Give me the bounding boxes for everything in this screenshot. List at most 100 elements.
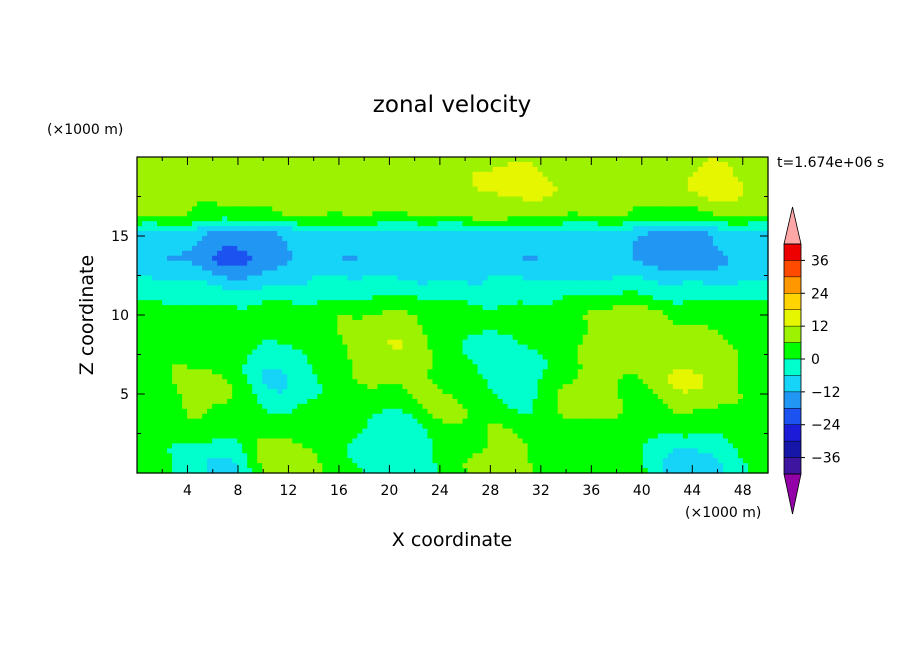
- heatmap-cell: [472, 221, 479, 227]
- heatmap-cell: [292, 236, 298, 242]
- heatmap-cell: [552, 250, 559, 257]
- heatmap-cell: [577, 339, 584, 346]
- heatmap-cell: [632, 270, 639, 277]
- heatmap-cell: [532, 236, 539, 242]
- heatmap-cell: [402, 315, 409, 321]
- heatmap-cell: [432, 245, 439, 252]
- heatmap-cell: [182, 161, 188, 168]
- heatmap-cell: [667, 295, 674, 301]
- heatmap-cell: [482, 300, 489, 306]
- heatmap-cell: [612, 280, 619, 286]
- heatmap-cell: [332, 275, 338, 282]
- heatmap-cell: [257, 221, 263, 227]
- heatmap-cell: [197, 191, 203, 198]
- heatmap-cell: [702, 260, 709, 267]
- heatmap-cell: [672, 166, 679, 173]
- heatmap-cell: [677, 171, 684, 178]
- heatmap-cell: [527, 344, 534, 351]
- heatmap-cell: [152, 324, 158, 331]
- heatmap-cell: [657, 315, 664, 321]
- heatmap-cell: [267, 161, 273, 168]
- heatmap-cell: [282, 186, 288, 193]
- heatmap-cell: [657, 265, 664, 272]
- heatmap-cell: [247, 300, 253, 306]
- heatmap-cell: [407, 191, 414, 198]
- heatmap-cell: [342, 290, 348, 296]
- heatmap-cell: [542, 334, 549, 341]
- heatmap-cell: [202, 329, 208, 336]
- heatmap-cell: [167, 231, 173, 237]
- heatmap-cell: [457, 275, 464, 282]
- heatmap-cell: [452, 236, 459, 242]
- heatmap-cell: [277, 280, 283, 286]
- heatmap-cell: [152, 166, 158, 173]
- heatmap-cell: [422, 319, 429, 326]
- heatmap-cell: [597, 324, 604, 331]
- heatmap-cell: [372, 305, 378, 311]
- heatmap-cell: [347, 275, 353, 282]
- heatmap-cell: [362, 181, 368, 188]
- heatmap-cell: [562, 344, 569, 351]
- heatmap-cell: [317, 236, 323, 242]
- heatmap-cell: [582, 334, 589, 341]
- heatmap-cell: [717, 260, 724, 267]
- heatmap-cell: [522, 236, 529, 242]
- heatmap-cell: [267, 310, 273, 316]
- heatmap-cell: [327, 221, 333, 227]
- heatmap-cell: [152, 216, 158, 222]
- heatmap-cell: [622, 216, 629, 222]
- heatmap-cell: [217, 334, 223, 341]
- heatmap-cell: [397, 319, 404, 326]
- heatmap-cell: [627, 171, 634, 178]
- heatmap-cell: [337, 255, 343, 262]
- heatmap-cell: [547, 300, 554, 306]
- heatmap-cell: [147, 216, 153, 222]
- heatmap-cell: [732, 310, 739, 316]
- heatmap-cell: [447, 305, 454, 311]
- heatmap-cell: [147, 265, 153, 272]
- heatmap-cell: [462, 329, 469, 336]
- heatmap-cell: [347, 171, 353, 178]
- heatmap-cell: [347, 221, 353, 227]
- heatmap-cell: [202, 275, 208, 282]
- heatmap-cell: [257, 206, 263, 212]
- heatmap-cell: [322, 181, 328, 188]
- heatmap-cell: [232, 255, 238, 262]
- heatmap-cell: [657, 176, 664, 183]
- heatmap-cell: [322, 285, 328, 291]
- heatmap-cell: [242, 181, 248, 188]
- heatmap-cell: [577, 240, 584, 247]
- heatmap-cell: [437, 339, 444, 346]
- heatmap-cell: [682, 181, 689, 188]
- heatmap-cell: [342, 161, 348, 168]
- heatmap-cell: [167, 260, 173, 267]
- heatmap-cell: [227, 290, 233, 296]
- heatmap-cell: [207, 206, 213, 212]
- heatmap-cell: [302, 280, 308, 286]
- heatmap-cell: [362, 206, 368, 212]
- heatmap-cell: [207, 191, 213, 198]
- heatmap-cell: [727, 171, 734, 178]
- heatmap-cell: [292, 196, 298, 203]
- heatmap-cell: [232, 275, 238, 282]
- heatmap-cell: [477, 171, 484, 178]
- heatmap-cell: [442, 161, 449, 168]
- heatmap-cell: [467, 334, 474, 341]
- heatmap-cell: [517, 236, 524, 242]
- heatmap-cell: [732, 240, 739, 247]
- heatmap-cell: [147, 181, 153, 188]
- heatmap-cell: [742, 270, 749, 277]
- heatmap-cell: [277, 295, 283, 301]
- heatmap-cell: [692, 295, 699, 301]
- heatmap-cell: [197, 206, 203, 212]
- heatmap-cell: [462, 196, 469, 203]
- heatmap-cell: [647, 236, 654, 242]
- heatmap-cell: [507, 206, 514, 212]
- heatmap-cell: [392, 166, 399, 173]
- heatmap-cell: [557, 201, 564, 207]
- heatmap-cell: [722, 186, 729, 193]
- heatmap-cell: [657, 275, 664, 282]
- heatmap-cell: [557, 181, 564, 188]
- heatmap-cell: [682, 255, 689, 262]
- heatmap-cell: [457, 245, 464, 252]
